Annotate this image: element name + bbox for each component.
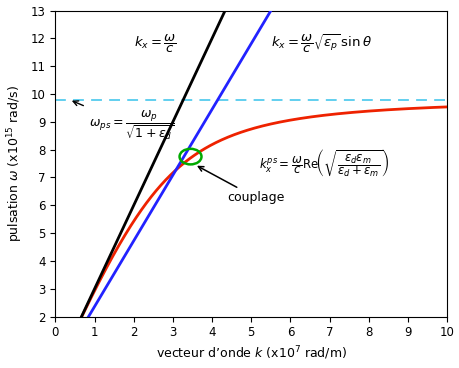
Text: couplage: couplage xyxy=(198,167,285,204)
Text: $k_x^{ps} = \dfrac{\omega}{c}\mathrm{Re}\!\left(\sqrt{\dfrac{\varepsilon_d\varep: $k_x^{ps} = \dfrac{\omega}{c}\mathrm{Re}… xyxy=(258,148,388,180)
Text: $\omega_{ps} = \dfrac{\omega_p}{\sqrt{1+\varepsilon_d}}$: $\omega_{ps} = \dfrac{\omega_p}{\sqrt{1+… xyxy=(73,101,174,143)
Text: $k_x = \dfrac{\omega}{c}\sqrt{\varepsilon_p}\,\sin\theta$: $k_x = \dfrac{\omega}{c}\sqrt{\varepsilo… xyxy=(271,33,371,55)
Y-axis label: pulsation $\omega$ (x10$^{15}$ rad/s): pulsation $\omega$ (x10$^{15}$ rad/s) xyxy=(6,85,25,242)
Text: $k_x = \dfrac{\omega}{c}$: $k_x = \dfrac{\omega}{c}$ xyxy=(134,33,176,55)
X-axis label: vecteur d’onde $k$ (x10$^7$ rad/m): vecteur d’onde $k$ (x10$^7$ rad/m) xyxy=(156,345,346,362)
